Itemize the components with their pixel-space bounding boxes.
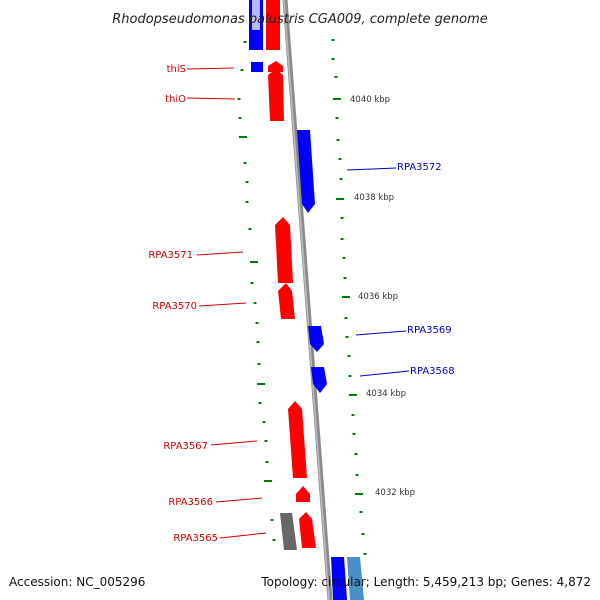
RPA3565-gene-arrow [299,512,316,548]
tick-marks [237,39,367,555]
thiS-gene-arrow [268,61,283,72]
RPA3568-gene-arrow [311,367,327,393]
gene-leader-line [186,67,235,70]
gene-label-RPA3570: RPA3570 [152,301,197,312]
gene-leader-line [210,440,258,446]
gene-leader-line [215,497,263,503]
gene-label-RPA3566: RPA3566 [168,497,213,508]
gene-leader-line [186,97,236,100]
gene-label-thiO: thiO [165,94,186,105]
gene-label-RPA3572: RPA3572 [397,162,442,173]
scale-label: 4034 kbp [366,389,406,399]
reverse-gene-block-bottom [331,557,347,600]
accession-text: Accession: NC_005296 [9,575,145,589]
genome-backbone [282,0,333,600]
RPA3567-gene-arrow [288,401,307,478]
genome-summary-text: Topology: circular; Length: 5,459,213 bp… [260,575,591,589]
map-title: Rhodopseudomonas palustris CGA009, compl… [112,12,488,27]
gene-labels: thiS thiO RPA3572 RPA3571 RPA3570 RPA3569 RPA3… [148,64,454,544]
scale-label: 4036 kbp [358,292,398,302]
thiO-gene-arrow [268,69,284,121]
RPA3571-gene-arrow [275,217,293,283]
scale-label: 4032 kbp [375,488,415,498]
reverse-gene-highlight [252,0,260,30]
scale-label: 4038 kbp [354,193,394,203]
backbone-line [282,0,333,600]
gene-leader-line [359,370,410,377]
gene-leader-line [219,532,267,539]
backbone-highlight [283,0,330,600]
forward-gene-block [266,0,280,50]
gene-leader-line [198,302,247,307]
gene-label-RPA3568: RPA3568 [410,366,455,377]
scale-label: 4040 kbp [350,95,390,105]
gene-leader-line [196,251,244,256]
gene-leader-line [355,330,407,336]
gene-leader-line [346,167,397,171]
RPA3566-gene-arrow [296,486,310,502]
light-reverse-gene-block [347,557,364,600]
gene-label-RPA3569: RPA3569 [407,325,452,336]
gene-label-RPA3571: RPA3571 [148,250,193,261]
RPA3570-gene-arrow [278,283,295,319]
gene-label-thiS: thiS [167,64,186,75]
scale-labels: 4040 kbp 4038 kbp 4036 kbp 4034 kbp 4032 kbp [350,95,415,498]
thiS-partner-gene [251,62,263,72]
gene-features [249,0,364,600]
RPA3565-pseudogene [280,513,297,550]
RPA3572-gene-arrow [297,130,315,213]
RPA3569-gene-arrow [308,326,324,352]
gene-label-RPA3565: RPA3565 [173,533,218,544]
gene-label-RPA3567: RPA3567 [163,441,208,452]
